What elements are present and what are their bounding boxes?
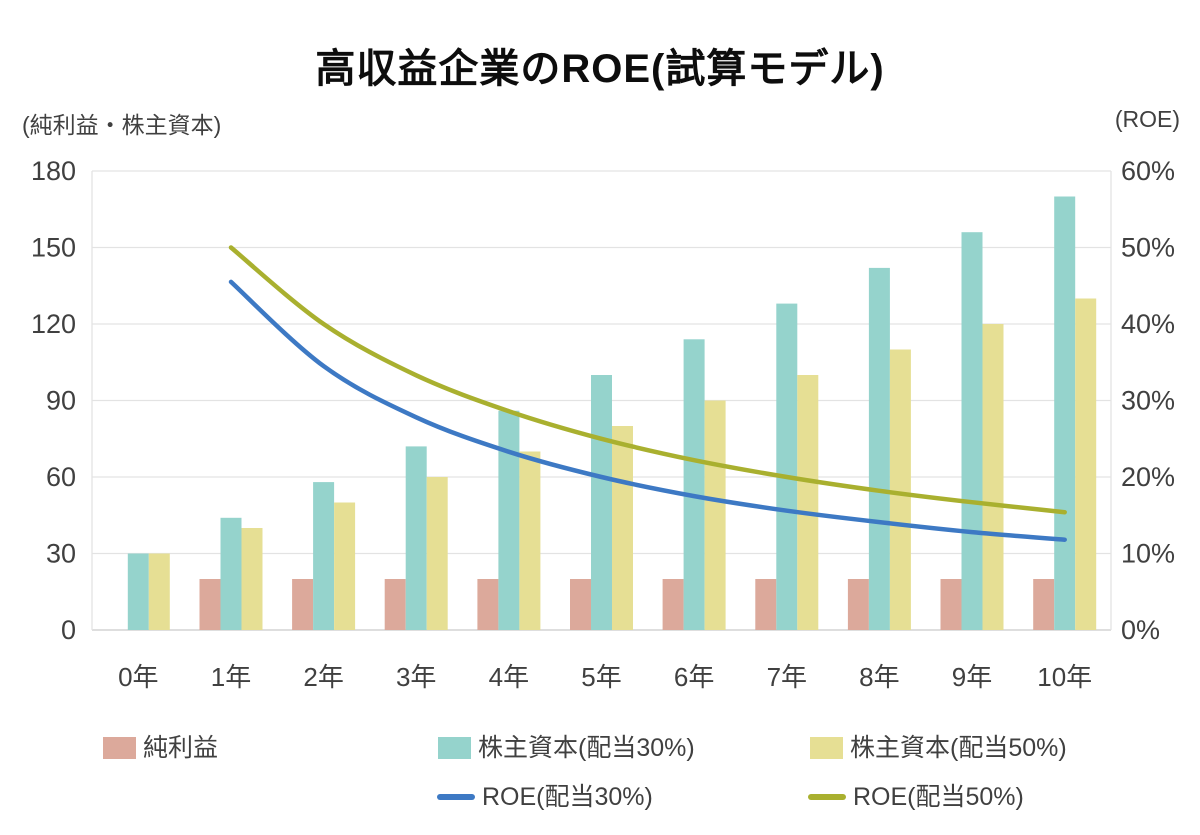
bar-equity-div30-0 — [127, 553, 149, 630]
left-tick: 0 — [61, 615, 76, 645]
line-roe-div50 — [228, 245, 1067, 515]
left-tick: 90 — [46, 386, 76, 416]
x-axis-labels: 0年 1年 2年 3年 4年 5年 6年 7年 8年 9年 10年 — [118, 662, 1092, 692]
right-tick: 0% — [1121, 615, 1160, 645]
x-label: 8年 — [859, 662, 899, 692]
x-label: 3年 — [396, 662, 436, 692]
right-tick: 40% — [1121, 309, 1175, 339]
bar-net-profit-3 — [384, 579, 406, 630]
bar-equity-div30-8 — [868, 267, 890, 630]
bar-equity-div50-8 — [889, 349, 911, 630]
bars-net-profit — [199, 579, 1055, 630]
right-tick: 30% — [1121, 386, 1175, 416]
bar-equity-div30-6 — [683, 339, 705, 630]
x-label: 10年 — [1037, 662, 1092, 692]
right-tick: 20% — [1121, 462, 1175, 492]
bar-equity-div30-1 — [220, 517, 242, 630]
bar-equity-div50-10 — [1075, 298, 1097, 630]
left-axis-ticks: 180 150 120 90 60 30 0 — [31, 156, 76, 645]
bar-net-profit-8 — [847, 579, 869, 630]
x-label: 4年 — [489, 662, 529, 692]
bar-equity-div30-7 — [776, 303, 798, 630]
left-tick: 180 — [31, 156, 76, 186]
bars-equity-div50 — [148, 298, 1097, 630]
right-tick: 50% — [1121, 233, 1175, 263]
chart-title: 高収益企業のROE(試算モデル) — [315, 47, 885, 91]
bar-equity-div30-9 — [961, 232, 983, 630]
x-label: 9年 — [952, 662, 992, 692]
bar-net-profit-5 — [570, 579, 591, 630]
left-axis-unit-label: (純利益・株主資本) — [22, 112, 222, 138]
bar-net-profit-7 — [755, 579, 777, 630]
right-axis-ticks: 60% 50% 40% 30% 20% 10% 0% — [1121, 156, 1175, 645]
x-label: 6年 — [674, 662, 714, 692]
bar-equity-div30-2 — [313, 482, 335, 630]
left-tick: 150 — [31, 233, 76, 263]
bar-equity-div30-3 — [405, 446, 427, 630]
bar-net-profit-4 — [477, 579, 499, 630]
right-tick: 10% — [1121, 539, 1175, 569]
bar-net-profit-9 — [940, 579, 962, 630]
x-label: 2年 — [303, 662, 343, 692]
x-label: 7年 — [767, 662, 807, 692]
bar-equity-div50-3 — [426, 477, 448, 630]
bar-equity-div50-6 — [704, 400, 726, 630]
bar-equity-div30-5 — [591, 375, 612, 630]
bar-net-profit-2 — [292, 579, 314, 630]
right-tick: 60% — [1121, 156, 1175, 186]
bar-equity-div50-0 — [148, 553, 170, 630]
right-axis-unit-label: (ROE) — [1114, 106, 1180, 132]
bar-net-profit-6 — [662, 579, 684, 630]
x-label: 0年 — [118, 662, 158, 692]
bar-equity-div50-5 — [612, 426, 633, 630]
bar-equity-div50-2 — [334, 502, 356, 630]
bar-equity-div30-4 — [498, 410, 520, 630]
bar-equity-div50-4 — [519, 451, 541, 630]
bar-equity-div50-7 — [797, 375, 819, 630]
left-tick: 30 — [46, 539, 76, 569]
bar-net-profit-1 — [199, 579, 221, 630]
bars-equity-div30 — [127, 196, 1076, 630]
x-label: 5年 — [581, 662, 621, 692]
bar-equity-div30-10 — [1054, 196, 1076, 630]
left-tick: 60 — [46, 462, 76, 492]
bar-equity-div50-1 — [241, 528, 263, 630]
x-label: 1年 — [211, 662, 251, 692]
bar-equity-div50-9 — [982, 324, 1004, 630]
bar-net-profit-10 — [1033, 579, 1055, 630]
line-roe-div30 — [228, 279, 1067, 542]
left-tick: 120 — [31, 309, 76, 339]
